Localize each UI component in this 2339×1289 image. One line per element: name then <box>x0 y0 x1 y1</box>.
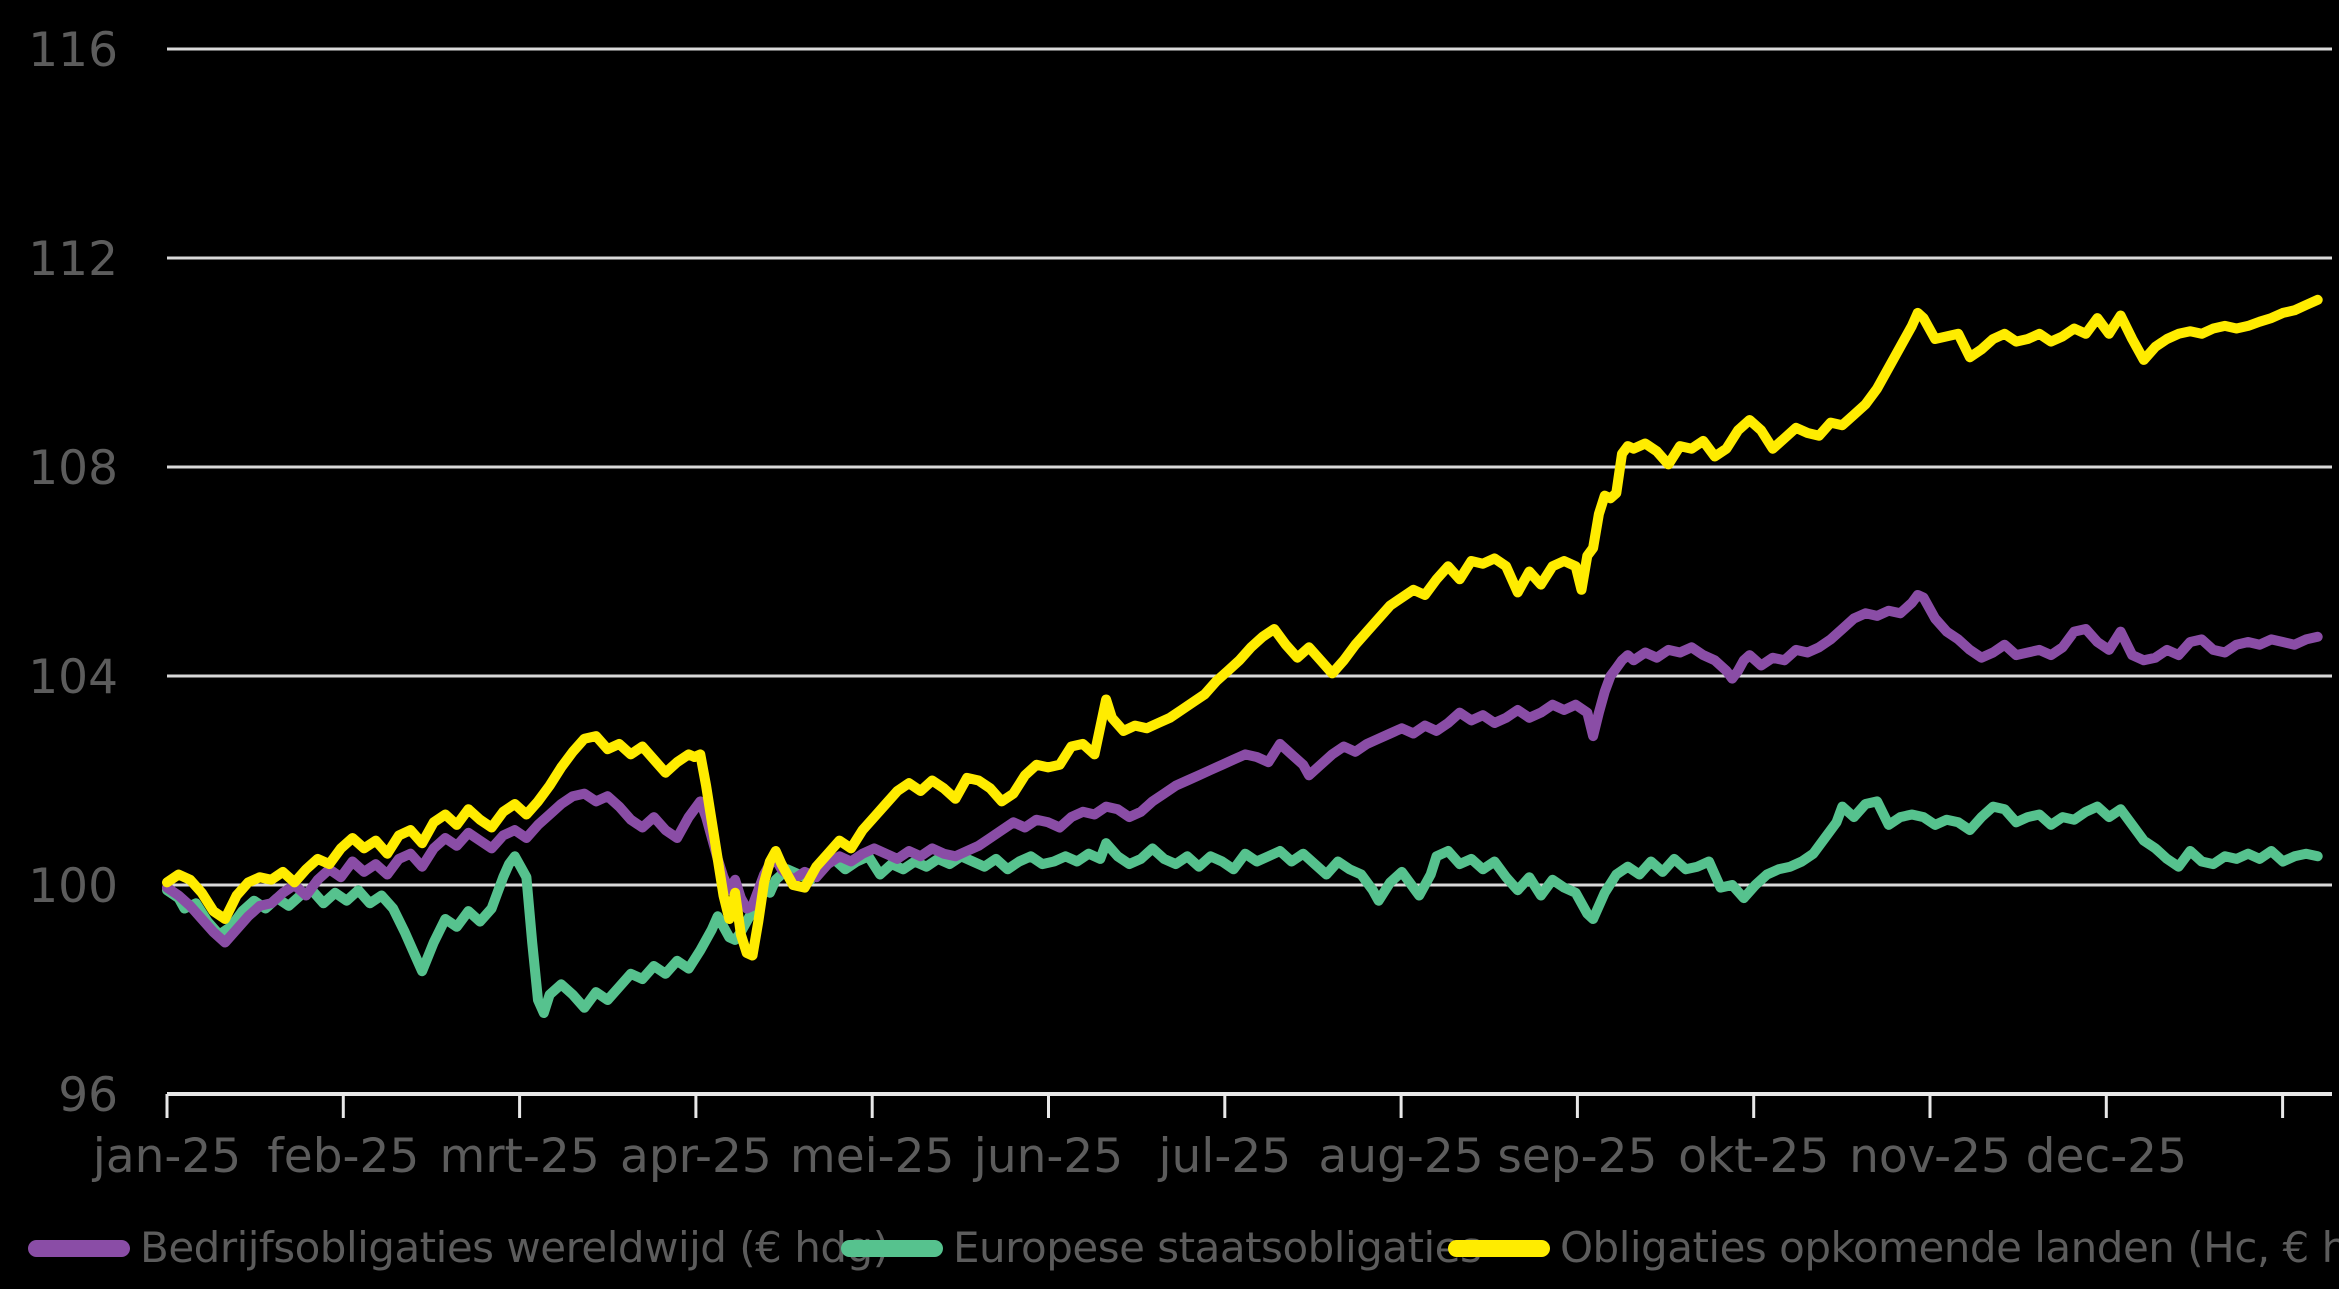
y-axis-tick-label: 116 <box>28 23 118 78</box>
x-axis-tick-label: okt-25 <box>1678 1129 1829 1184</box>
legend-item-label: Europese staatsobligaties <box>953 1223 1482 1272</box>
x-axis-tick-label: apr-25 <box>620 1129 772 1184</box>
x-axis-tick-label: dec-25 <box>2026 1129 2187 1184</box>
x-axis-tick-label: jul-25 <box>1157 1129 1291 1184</box>
legend-line-swatch-purple-icon <box>28 1239 130 1257</box>
x-axis-tick-label: mrt-25 <box>439 1129 599 1184</box>
legend-item-label: Obligaties opkomende landen (Hc, € hdg) <box>1560 1223 2339 1272</box>
x-axis-tick-label: feb-25 <box>267 1129 419 1184</box>
legend-line-swatch-yellow-icon <box>1448 1239 1550 1257</box>
legend-item-bedrijfsobligaties-wereldwijd: Bedrijfsobligaties wereldwijd (€ hdg) <box>28 1218 889 1278</box>
y-axis-tick-label: 112 <box>28 232 118 287</box>
y-axis-tick-label: 104 <box>28 650 118 705</box>
y-axis-tick-label: 108 <box>28 441 118 496</box>
series-line-2 <box>162 294 2323 961</box>
y-axis-tick-label: 96 <box>58 1068 118 1123</box>
x-axis-tick-label: nov-25 <box>1849 1129 2011 1184</box>
x-axis-tick-label: aug-25 <box>1318 1129 1483 1184</box>
y-axis-tick-label: 100 <box>28 859 118 914</box>
chart-legend: Bedrijfsobligaties wereldwijd (€ hdg) Eu… <box>0 1218 2339 1278</box>
x-axis-tick-label: mei-25 <box>790 1129 955 1184</box>
series-line-1 <box>162 796 2323 1018</box>
x-axis-tick-label: sep-25 <box>1497 1129 1657 1184</box>
x-axis-tick-label: jan-25 <box>92 1129 241 1184</box>
legend-item-europese-staatsobligaties: Europese staatsobligaties <box>841 1218 1482 1278</box>
series-line-0 <box>162 590 2323 948</box>
legend-item-obligaties-opkomende-landen: Obligaties opkomende landen (Hc, € hdg) <box>1448 1218 2339 1278</box>
legend-line-swatch-green-icon <box>841 1239 943 1257</box>
x-axis-tick-label: jun-25 <box>973 1129 1123 1184</box>
legend-item-label: Bedrijfsobligaties wereldwijd (€ hdg) <box>140 1223 889 1272</box>
